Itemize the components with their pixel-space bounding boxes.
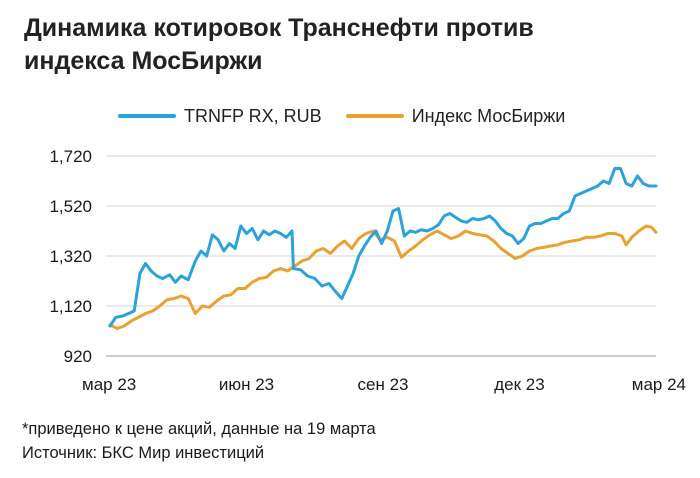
- legend-swatch-moex: [345, 114, 404, 118]
- chart-legend: TRNFP RX, RUB Индекс МосБиржи: [118, 104, 589, 128]
- y-tick-label: 1,720: [49, 147, 92, 166]
- chart-title: Динамика котировок Транснефти против инд…: [24, 12, 684, 78]
- chart-title-line-2: индекса МосБиржи: [24, 47, 263, 75]
- y-tick-label: 1,120: [49, 297, 92, 316]
- x-tick-label: мар 24: [632, 375, 686, 394]
- footnote: *приведено к цене акций, данные на 19 ма…: [22, 420, 376, 438]
- x-tick-label: сен 23: [358, 375, 409, 394]
- legend-label-moex: Индекс МосБиржи: [411, 105, 566, 126]
- x-tick-label: дек 23: [494, 375, 544, 394]
- legend-swatch-trnfp: [118, 114, 176, 118]
- legend-item-moex: Индекс МосБиржи: [345, 105, 566, 127]
- x-tick-label: мар 23: [82, 375, 136, 394]
- legend-item-trnfp: TRNFP RX, RUB: [118, 106, 322, 127]
- source-note: Источник: БКС Мир инвестиций: [22, 444, 265, 462]
- y-tick-label: 1,520: [49, 197, 92, 216]
- x-tick-label: июн 23: [219, 375, 274, 394]
- chart-title-line-1: Динамика котировок Транснефти против: [24, 14, 534, 42]
- y-tick-label: 920: [64, 347, 92, 366]
- series-line-moex: [108, 224, 658, 330]
- legend-label-trnfp: TRNFP RX, RUB: [184, 105, 322, 126]
- y-tick-label: 1,320: [49, 247, 92, 266]
- series-line-trnfp: [108, 167, 658, 328]
